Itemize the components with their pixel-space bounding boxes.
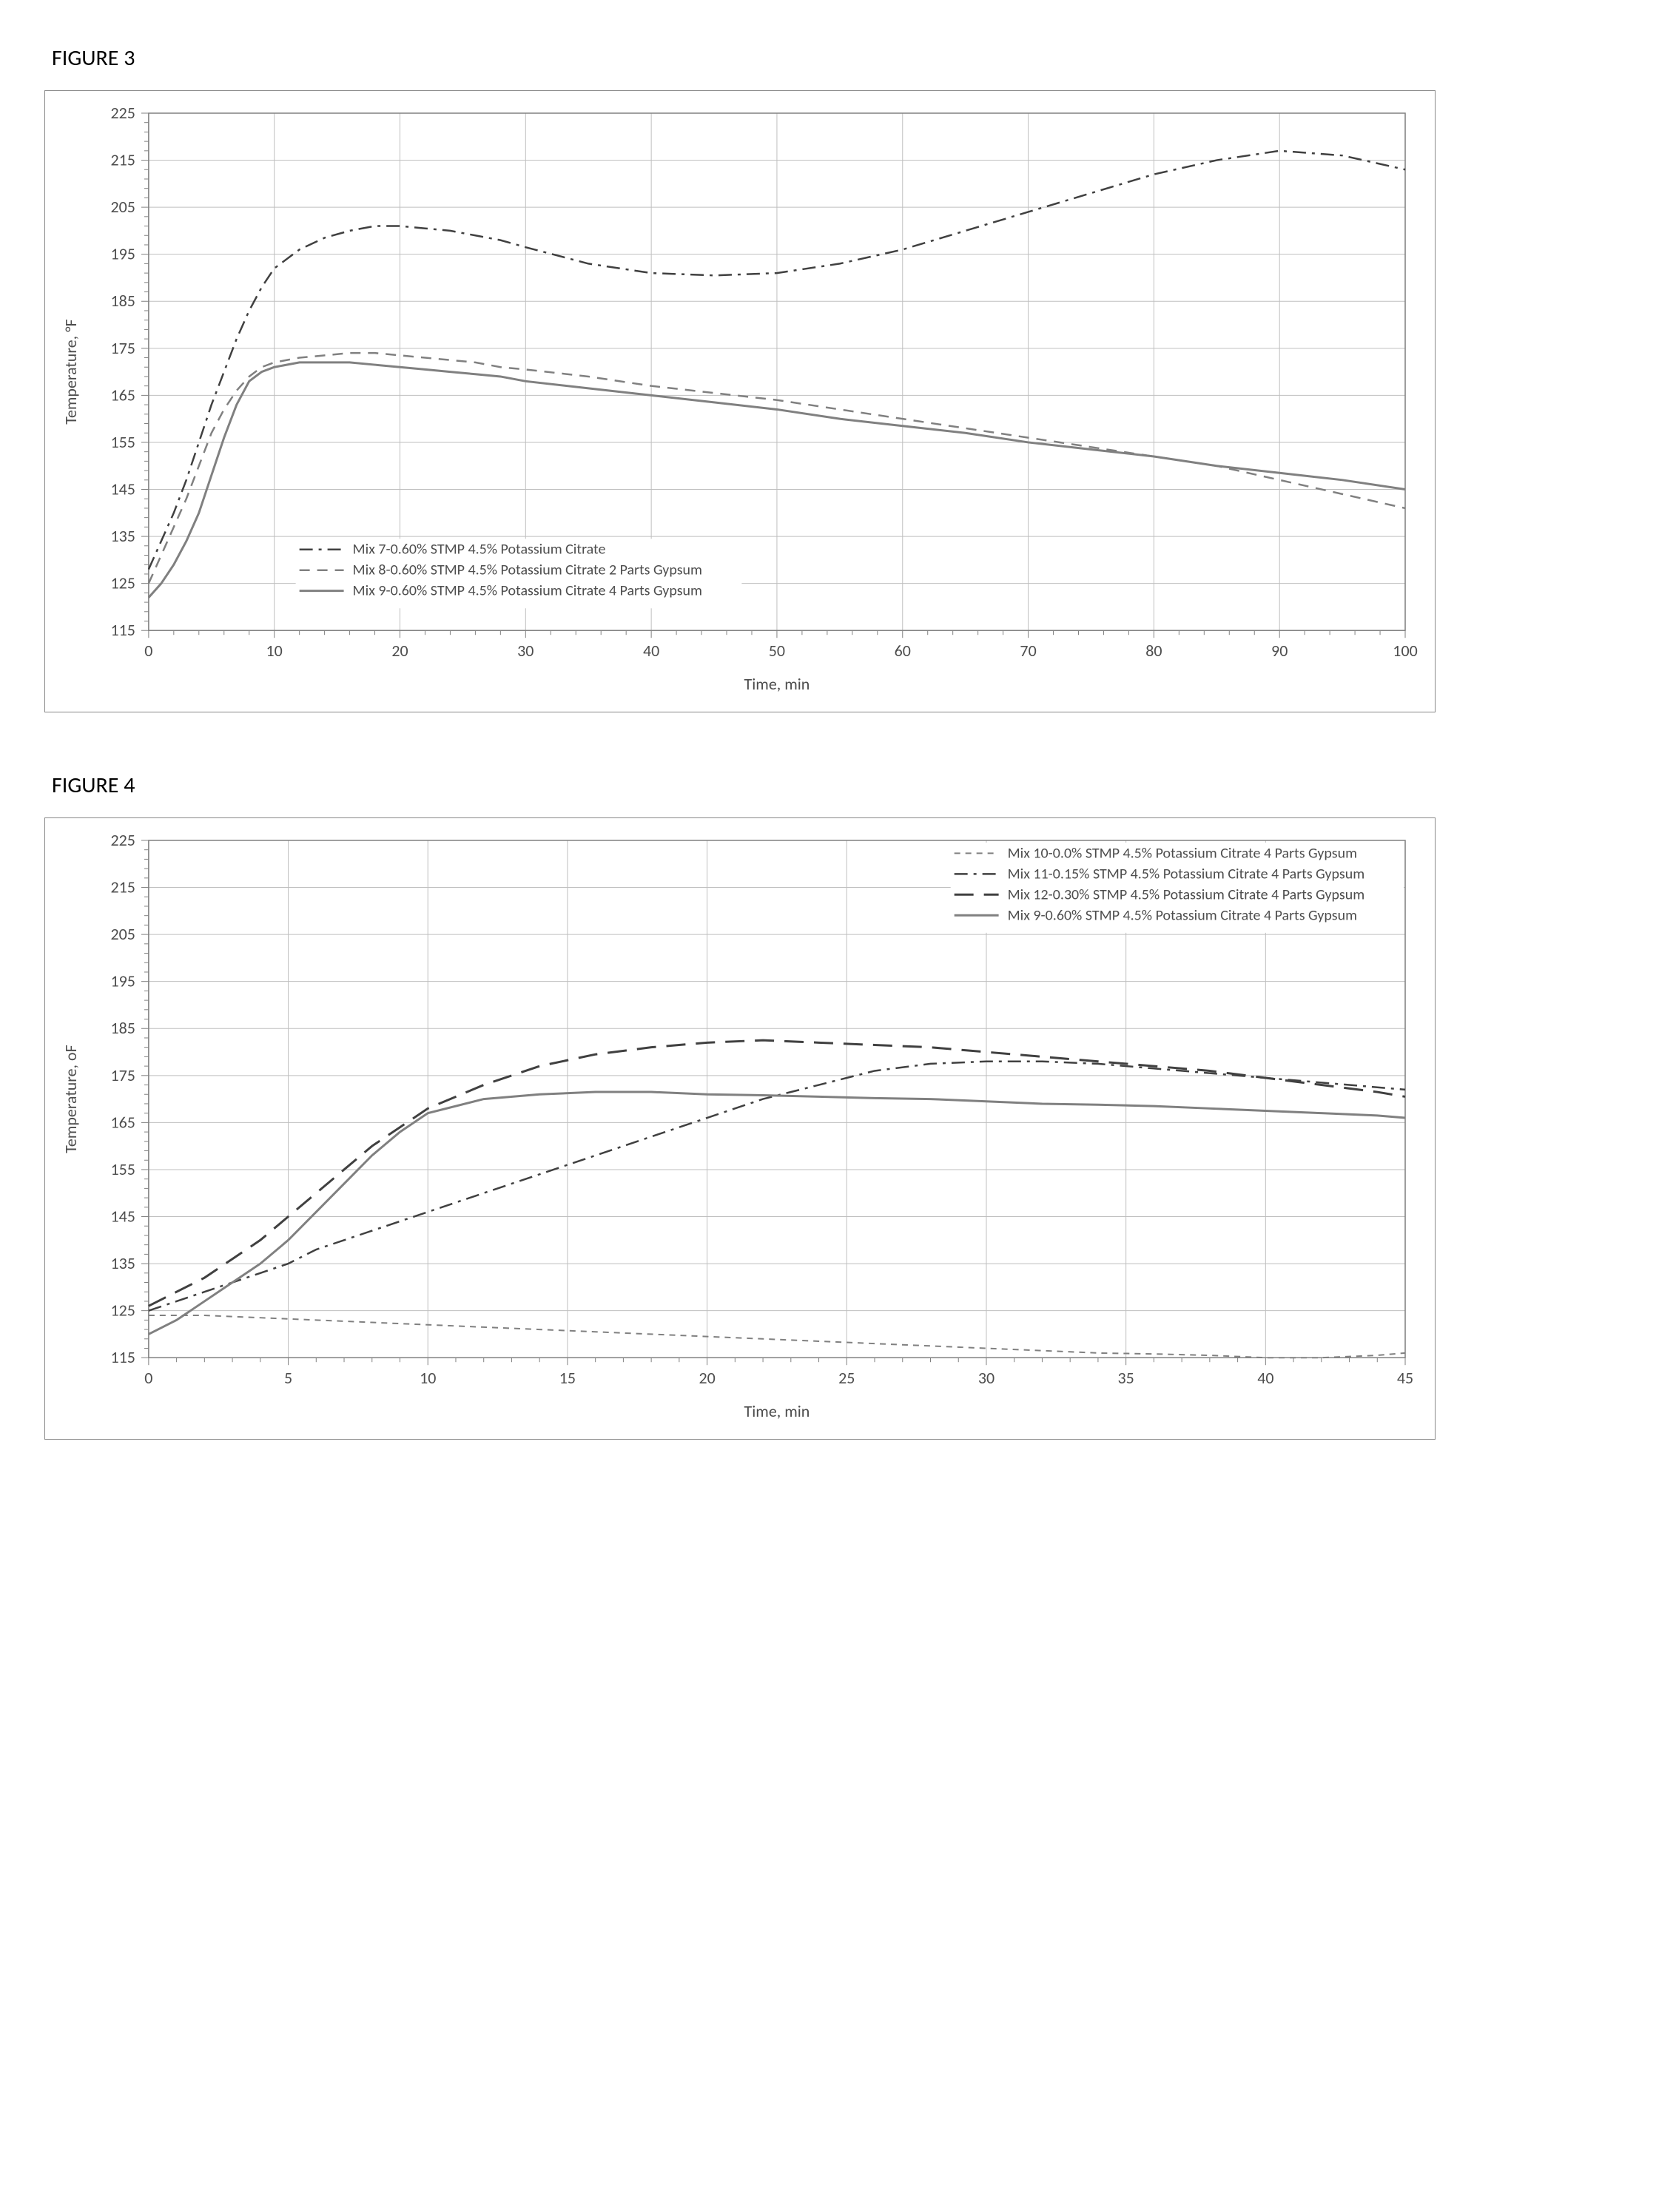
svg-text:225: 225 [110,830,135,850]
figure-3-block: FIGURE 3 115 125 135 145 155 165 175 185 195 205 2… [44,44,1632,712]
svg-text:115: 115 [110,620,135,640]
svg-text:115: 115 [110,1347,135,1367]
svg-text:125: 125 [110,1301,135,1321]
figure-3-chart: 115 125 135 145 155 165 175 185 195 205 215 225 0 10 2… [53,98,1427,704]
svg-text:90: 90 [1271,641,1288,661]
svg-text:40: 40 [1257,1368,1273,1388]
figure-4-title: FIGURE 4 [52,772,1632,799]
svg-text:5: 5 [284,1368,292,1388]
figure-4-block: FIGURE 4 1151251351451551651751851952052… [44,772,1632,1440]
svg-text:30: 30 [517,641,534,661]
svg-text:165: 165 [110,385,135,405]
svg-text:70: 70 [1020,641,1036,661]
svg-text:145: 145 [110,479,135,499]
svg-text:215: 215 [110,150,135,170]
svg-text:135: 135 [110,526,135,546]
svg-text:155: 155 [110,1159,135,1179]
figure-3-frame: 115 125 135 145 155 165 175 185 195 205 215 225 0 10 2… [44,90,1436,712]
svg-text:195: 195 [110,971,135,991]
svg-text:205: 205 [110,197,135,217]
svg-text:Temperature, oF: Temperature, oF [61,1045,81,1153]
svg-text:35: 35 [1118,1368,1134,1388]
svg-text:100: 100 [1393,641,1417,661]
svg-text:Time, min: Time, min [744,1401,810,1421]
svg-text:45: 45 [1397,1368,1413,1388]
figure-3-title: FIGURE 3 [52,44,1632,72]
figure-4-frame: 115 125 135 145 155 165 175 185 195 205 215 225 0 5 10… [44,817,1436,1440]
svg-text:195: 195 [110,244,135,264]
svg-text:Time, min: Time, min [744,674,810,694]
svg-text:20: 20 [391,641,408,661]
svg-text:Mix 11-0.15% STMP 4.5% Potassi: Mix 11-0.15% STMP 4.5% Potassium Citrate… [1008,865,1365,883]
svg-text:155: 155 [110,432,135,452]
svg-text:Mix 12-0.30% STMP 4.5% Potassi: Mix 12-0.30% STMP 4.5% Potassium Citrate… [1008,886,1365,903]
svg-text:145: 145 [110,1207,135,1227]
svg-text:Mix 7-0.60% STMP 4.5% Potassiu: Mix 7-0.60% STMP 4.5% Potassium Citrate [353,541,606,559]
svg-text:175: 175 [110,1065,135,1085]
svg-text:215: 215 [110,877,135,897]
svg-text:0: 0 [144,1368,152,1388]
svg-text:Temperature, °F: Temperature, °F [61,319,81,424]
svg-text:Mix 8-0.60% STMP 4.5% Potassiu: Mix 8-0.60% STMP 4.5% Potassium Citrate … [353,562,702,579]
svg-text:125: 125 [110,573,135,593]
svg-text:25: 25 [838,1368,855,1388]
svg-text:0: 0 [144,641,152,661]
svg-text:80: 80 [1145,641,1162,661]
svg-text:185: 185 [110,1018,135,1038]
svg-text:15: 15 [559,1368,576,1388]
svg-text:225: 225 [110,103,135,123]
svg-text:135: 135 [110,1253,135,1273]
svg-text:10: 10 [420,1368,436,1388]
svg-text:40: 40 [643,641,659,661]
svg-text:20: 20 [699,1368,715,1388]
svg-text:Mix 9-0.60% STMP 4.5% Potassiu: Mix 9-0.60% STMP 4.5% Potassium Citrate … [1008,906,1357,924]
svg-text:Mix 9-0.60% STMP 4.5% Potassiu: Mix 9-0.60% STMP 4.5% Potassium Citrate … [353,582,702,600]
svg-text:165: 165 [110,1112,135,1132]
svg-text:175: 175 [110,338,135,358]
figure-4-chart: 115 125 135 145 155 165 175 185 195 205 215 225 0 5 10… [53,826,1427,1432]
svg-text:30: 30 [978,1368,995,1388]
svg-text:185: 185 [110,291,135,311]
svg-text:205: 205 [110,924,135,944]
svg-text:60: 60 [895,641,911,661]
svg-text:10: 10 [266,641,283,661]
svg-text:50: 50 [769,641,785,661]
svg-text:Mix 10-0.0% STMP 4.5% Potassiu: Mix 10-0.0% STMP 4.5% Potassium Citrate … [1008,844,1357,862]
